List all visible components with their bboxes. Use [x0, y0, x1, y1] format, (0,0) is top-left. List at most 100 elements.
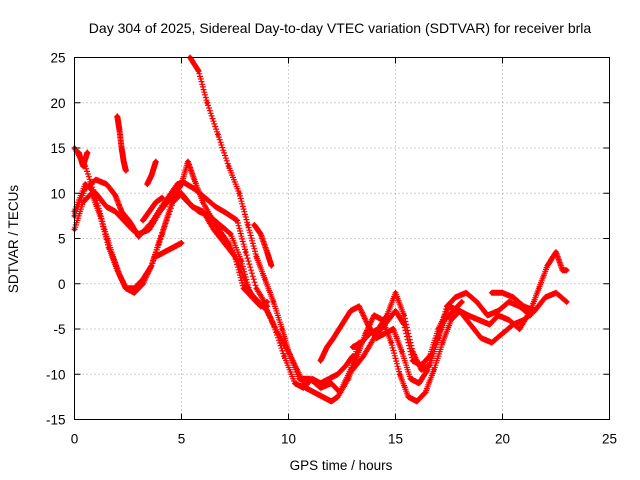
- data-point: [553, 290, 559, 295]
- y-tick-label: -5: [53, 322, 65, 337]
- data-point: [228, 231, 233, 237]
- data-point: [119, 145, 124, 151]
- data-point: [211, 227, 216, 232]
- data-point: [425, 367, 430, 372]
- data-point: [423, 390, 428, 395]
- data-point: [500, 290, 505, 295]
- data-point: [185, 159, 191, 164]
- y-tick-label: 15: [50, 141, 65, 156]
- series-track-9: [488, 289, 538, 314]
- data-point: [271, 322, 276, 327]
- data-point: [213, 204, 218, 209]
- data-point: [115, 114, 120, 119]
- data-point: [224, 211, 229, 216]
- data-point: [401, 313, 407, 318]
- data-point: [149, 172, 154, 178]
- data-point: [132, 290, 137, 295]
- data-point: [279, 326, 285, 332]
- series-track-11: [144, 158, 159, 188]
- data-point: [564, 268, 569, 273]
- data-point: [489, 340, 494, 345]
- data-point: [521, 317, 527, 323]
- data-point: [324, 344, 330, 350]
- data-point: [200, 209, 206, 214]
- data-point: [192, 177, 197, 182]
- data-point: [365, 322, 370, 327]
- series-track-4: [71, 145, 356, 391]
- y-tick-label: -10: [46, 367, 66, 382]
- data-point: [560, 268, 565, 273]
- data-point: [104, 182, 109, 187]
- data-point: [339, 322, 345, 327]
- data-point: [271, 299, 276, 305]
- data-point: [453, 295, 458, 300]
- x-axis-label: GPS time / hours: [290, 458, 393, 473]
- x-tick-label: 15: [388, 432, 403, 447]
- data-point: [348, 308, 353, 314]
- data-point: [237, 191, 242, 196]
- data-point: [113, 192, 118, 198]
- data-point: [393, 308, 398, 314]
- data-point: [356, 304, 362, 309]
- data-point: [459, 299, 464, 305]
- data-point: [419, 367, 424, 372]
- data-point: [389, 340, 394, 345]
- data-point: [170, 195, 176, 200]
- data-point: [318, 381, 323, 386]
- data-point: [215, 132, 221, 137]
- data-point: [262, 304, 268, 309]
- data-point: [463, 290, 469, 295]
- data-point: [179, 240, 184, 246]
- data-point: [410, 349, 415, 354]
- data-point: [93, 195, 99, 200]
- data-point: [245, 222, 250, 228]
- data-point: [200, 200, 206, 205]
- data-point: [448, 317, 454, 323]
- data-point: [335, 394, 340, 400]
- data-point: [93, 177, 99, 182]
- data-point: [83, 182, 88, 187]
- data-point: [528, 313, 533, 318]
- data-point: [350, 367, 355, 372]
- x-tick-label: 0: [71, 432, 79, 447]
- data-point: [136, 231, 141, 237]
- data-point: [431, 367, 437, 372]
- series-track-12: [140, 194, 166, 224]
- data-point: [282, 353, 287, 359]
- data-point: [406, 394, 411, 400]
- y-tick-label: 0: [58, 277, 66, 292]
- data-point: [318, 358, 323, 363]
- data-point: [440, 340, 445, 345]
- data-point: [416, 381, 422, 386]
- data-point: [102, 227, 107, 232]
- data-point: [329, 399, 334, 404]
- data-point: [511, 295, 516, 300]
- data-point: [245, 286, 250, 291]
- data-point: [487, 322, 492, 327]
- data-point: [309, 376, 315, 381]
- data-point: [140, 218, 146, 223]
- data-point: [521, 304, 527, 309]
- data-point: [147, 227, 152, 232]
- data-point: [350, 344, 355, 350]
- data-point: [496, 308, 501, 314]
- y-axis-label: SDTVAR / TECUs: [6, 185, 21, 294]
- data-point: [269, 263, 274, 268]
- data-point: [292, 381, 298, 386]
- data-point: [254, 286, 259, 291]
- series-track-13: [152, 240, 185, 260]
- data-point: [85, 150, 90, 155]
- data-point: [264, 249, 270, 255]
- x-tick-label: 5: [178, 432, 186, 447]
- data-point: [226, 240, 231, 246]
- data-series: [71, 54, 570, 405]
- data-point: [468, 322, 473, 327]
- chart-title: Day 304 of 2025, Sidereal Day-to-day VTE…: [89, 20, 592, 36]
- axis-ticks: 0 5 10 15 20 25 -15 -10 -5 0 5 10 15 20 25: [46, 51, 617, 447]
- data-point: [485, 313, 490, 318]
- data-point: [117, 127, 122, 133]
- data-point: [153, 254, 158, 259]
- data-point: [140, 281, 146, 286]
- data-point: [489, 290, 494, 295]
